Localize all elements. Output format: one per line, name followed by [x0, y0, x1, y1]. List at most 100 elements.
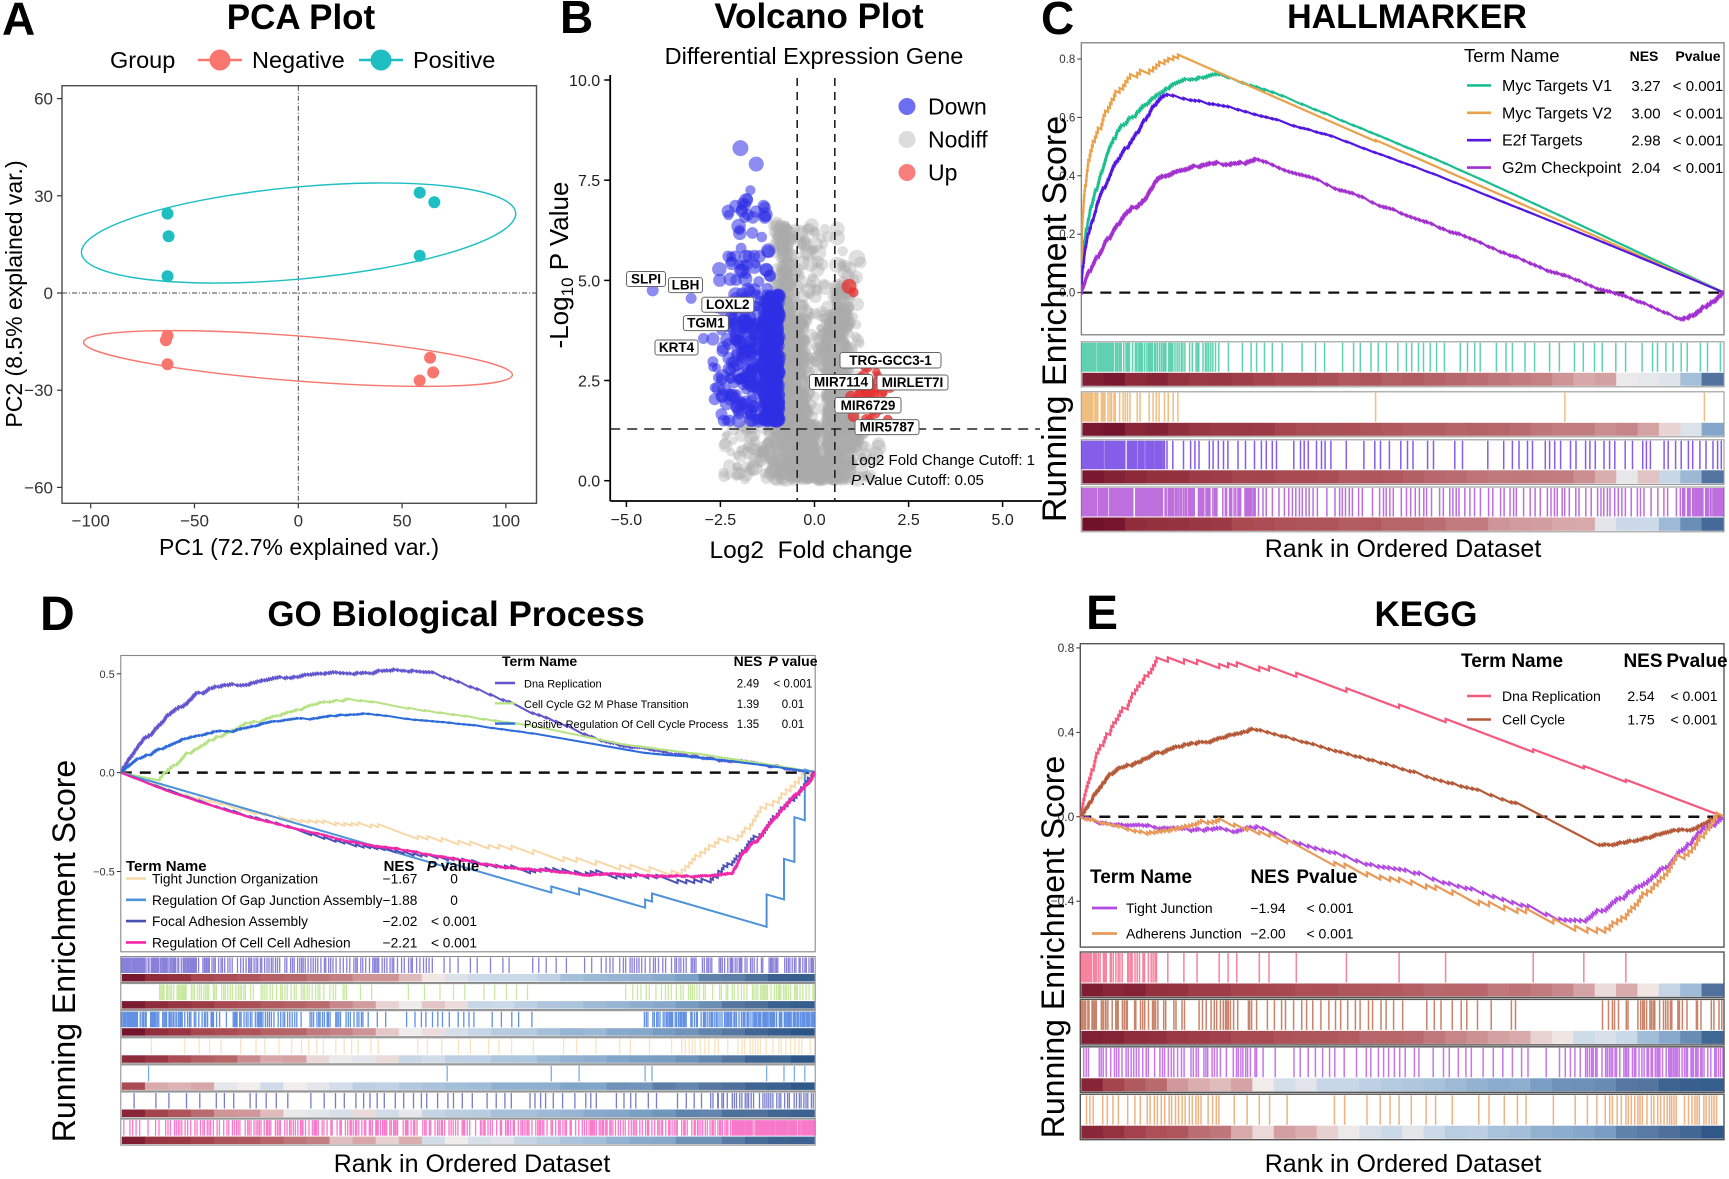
svg-text:60: 60: [34, 90, 53, 109]
svg-text:7.5: 7.5: [578, 173, 600, 190]
svg-text:Volcano Plot: Volcano Plot: [714, 0, 924, 36]
svg-text:−2.5: −2.5: [705, 512, 737, 529]
svg-text:2.98: 2.98: [1631, 133, 1660, 150]
svg-text:TGM1: TGM1: [687, 315, 725, 330]
svg-text:HALLMARKER: HALLMARKER: [1287, 0, 1527, 36]
svg-text:2.04: 2.04: [1631, 160, 1660, 177]
svg-text:E2f Targets: E2f Targets: [1502, 133, 1583, 150]
svg-text:−1.88: −1.88: [383, 893, 418, 908]
svg-text:Adherens Junction: Adherens Junction: [1126, 926, 1242, 942]
svg-text:Rank in Ordered Dataset: Rank in Ordered Dataset: [1265, 535, 1542, 563]
svg-text:Positive Regulation Of Cell Cy: Positive Regulation Of Cell Cycle Proces…: [524, 719, 729, 731]
svg-text:Running Enrichment Score: Running Enrichment Score: [1036, 116, 1074, 522]
svg-text:Tight Junction: Tight Junction: [1126, 900, 1213, 916]
svg-text:2.49: 2.49: [737, 679, 759, 691]
svg-text:0: 0: [450, 872, 458, 887]
svg-text:0: 0: [450, 893, 458, 908]
svg-text:< 0.001: < 0.001: [1673, 160, 1723, 177]
svg-text:< 0.001: < 0.001: [1306, 926, 1353, 942]
svg-text:Down: Down: [928, 94, 987, 120]
svg-text:3.27: 3.27: [1631, 78, 1660, 95]
svg-text:TRG-GCC3-1: TRG-GCC3-1: [849, 353, 932, 368]
svg-text:< 0.001: < 0.001: [1673, 105, 1723, 122]
svg-text:Pvalue: Pvalue: [1666, 651, 1727, 672]
svg-text:-Log10 P Value: -Log10 P Value: [544, 182, 577, 349]
svg-text:< 0.001: < 0.001: [431, 914, 477, 929]
svg-text:Regulation Of Gap Junction Ass: Regulation Of Gap Junction Assembly: [152, 893, 383, 908]
svg-text:Focal Adhesion Assembly: Focal Adhesion Assembly: [152, 914, 308, 929]
svg-text:−1.67: −1.67: [383, 872, 418, 887]
svg-text:3.00: 3.00: [1631, 105, 1660, 122]
svg-text:0.5: 0.5: [100, 669, 115, 681]
svg-text:2.5: 2.5: [578, 374, 600, 391]
svg-text:D: D: [40, 588, 75, 641]
svg-text:PC2 (8.5% explained var.): PC2 (8.5% explained var.): [1, 160, 27, 427]
svg-text:< 0.001: < 0.001: [1670, 688, 1717, 704]
svg-text:Regulation Of Cell Cell Adhesi: Regulation Of Cell Cell Adhesion: [152, 935, 351, 950]
svg-text:−30: −30: [24, 381, 53, 400]
svg-text:Tight Junction Organization: Tight Junction Organization: [152, 872, 318, 887]
svg-text:Positive: Positive: [413, 47, 495, 73]
svg-text:Differential Expression Gene: Differential Expression Gene: [665, 43, 964, 69]
svg-text:KEGG: KEGG: [1374, 595, 1477, 634]
svg-text:Myc Targets V2: Myc Targets V2: [1502, 105, 1612, 122]
svg-text:Dna Replication: Dna Replication: [524, 679, 602, 691]
svg-text:NES: NES: [734, 653, 763, 669]
svg-text:Running Enrichment Score: Running Enrichment Score: [46, 760, 82, 1142]
svg-text:PCA Plot: PCA Plot: [227, 0, 376, 37]
svg-text:NES: NES: [1250, 867, 1289, 888]
svg-text:C: C: [1041, 0, 1074, 44]
svg-text:0: 0: [294, 511, 303, 530]
svg-text:Term Name: Term Name: [502, 653, 577, 669]
svg-text:Term Name: Term Name: [1464, 45, 1560, 66]
svg-text:−100: −100: [72, 511, 110, 530]
svg-text:MIR7114: MIR7114: [814, 374, 869, 389]
svg-text:1.75: 1.75: [1627, 712, 1654, 728]
svg-text:LOXL2: LOXL2: [706, 297, 750, 312]
svg-text:−60: −60: [24, 478, 53, 497]
svg-text:GO Biological Process: GO Biological Process: [267, 595, 644, 634]
svg-text:< 0.001: < 0.001: [431, 935, 477, 950]
svg-text:−50: −50: [180, 511, 209, 530]
svg-text:Myc Targets V1: Myc Targets V1: [1502, 78, 1612, 95]
svg-text:0.0: 0.0: [100, 768, 115, 780]
svg-text:−5.0: −5.0: [611, 512, 643, 529]
svg-text:LBH: LBH: [672, 277, 700, 292]
svg-text:−1.94: −1.94: [1250, 900, 1286, 916]
svg-text:0.4: 0.4: [1058, 725, 1075, 739]
svg-text:Log2 Fold change: Log2 Fold change: [710, 537, 913, 564]
svg-text:Negative: Negative: [252, 47, 345, 73]
svg-text:Rank in Ordered Dataset: Rank in Ordered Dataset: [334, 1150, 611, 1178]
svg-text:Dna Replication: Dna Replication: [1502, 688, 1601, 704]
svg-text:PC1 (72.7% explained var.): PC1 (72.7% explained var.): [159, 534, 439, 560]
svg-text:Cell Cycle G2 M Phase Transiti: Cell Cycle G2 M Phase Transition: [524, 699, 688, 711]
svg-text:Log2 Fold Change Cutoff: 1: Log2 Fold Change Cutoff: 1: [851, 452, 1035, 469]
svg-text:MIR6729: MIR6729: [841, 398, 896, 413]
svg-text:−2.00: −2.00: [1250, 926, 1286, 942]
svg-text:Up: Up: [928, 160, 957, 186]
svg-text:Rank in Ordered Dataset: Rank in Ordered Dataset: [1265, 1150, 1542, 1178]
svg-text:< 0.001: < 0.001: [1670, 712, 1717, 728]
svg-text:1.39: 1.39: [737, 699, 759, 711]
svg-text:E: E: [1086, 587, 1118, 640]
svg-text:Nodiff: Nodiff: [928, 127, 988, 153]
svg-text:MIRLET7I: MIRLET7I: [882, 375, 944, 390]
svg-text:−2.21: −2.21: [383, 935, 418, 950]
svg-text:0.8: 0.8: [1058, 641, 1075, 655]
svg-text:100: 100: [492, 511, 520, 530]
svg-text:< 0.001: < 0.001: [1673, 133, 1723, 150]
svg-text:NES: NES: [1623, 651, 1662, 672]
svg-text:5.0: 5.0: [991, 512, 1013, 529]
svg-text:10.0: 10.0: [569, 73, 600, 90]
svg-text:P.Value Cutoff: 0.05: P.Value Cutoff: 0.05: [851, 472, 984, 489]
svg-text:Cell Cycle: Cell Cycle: [1502, 712, 1565, 728]
svg-text:Group: Group: [110, 47, 175, 73]
svg-text:1.35: 1.35: [737, 719, 759, 731]
svg-text:2.5: 2.5: [897, 512, 919, 529]
svg-text:−2.02: −2.02: [383, 914, 418, 929]
svg-text:G2m Checkpoint: G2m Checkpoint: [1502, 160, 1622, 177]
svg-text:P value: P value: [768, 653, 817, 669]
svg-text:0: 0: [44, 284, 53, 303]
svg-text:−0.5: −0.5: [93, 867, 115, 879]
svg-text:0.0: 0.0: [578, 474, 600, 491]
